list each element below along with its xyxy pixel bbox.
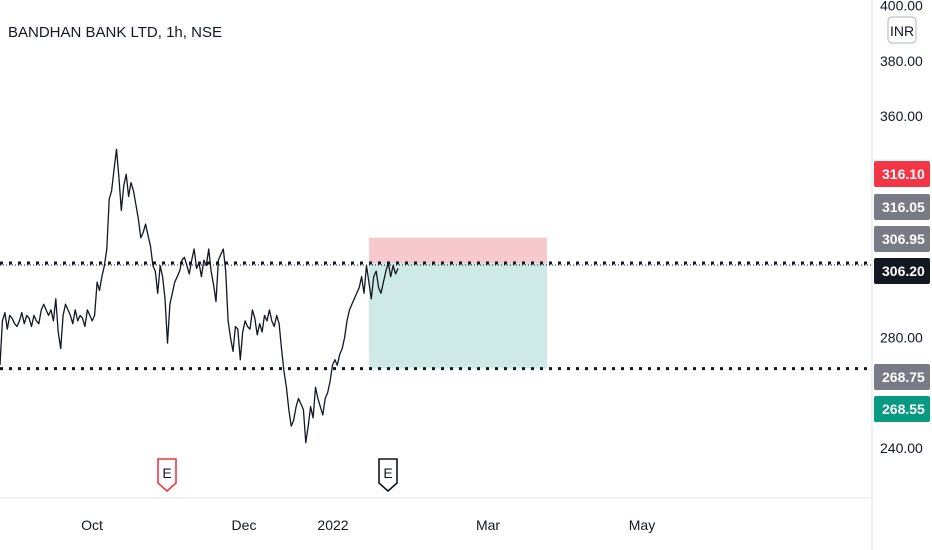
time-tick-label: Dec [232, 517, 257, 533]
price-tag-label: 268.55 [882, 401, 925, 417]
time-tick-label: Oct [81, 517, 103, 533]
position-tool[interactable] [369, 237, 547, 369]
time-tick-label: Mar [476, 517, 500, 533]
price-tick-label: 280.00 [880, 330, 923, 346]
earnings-marker[interactable]: E [157, 458, 177, 493]
price-tag-label: 306.20 [882, 263, 925, 279]
price-tag: 268.75 [874, 364, 930, 390]
time-tick-label: May [629, 517, 655, 533]
price-tag-box [874, 161, 930, 187]
price-tag: 316.05 [874, 194, 930, 220]
price-tag: 306.95 [874, 226, 930, 252]
price-tick-label: 380.00 [880, 53, 923, 69]
earnings-marker-flag [378, 458, 398, 493]
price-tag-label: 306.95 [882, 231, 925, 247]
horizontal-levels[interactable] [0, 261, 872, 371]
price-tag: 268.55 [874, 396, 930, 422]
price-tick-label: 400.00 [880, 0, 923, 14]
time-tick-label: 2022 [317, 517, 348, 533]
currency-badge[interactable]: INR [887, 16, 917, 44]
chart-title: BANDHAN BANK LTD, 1h, NSE [8, 24, 222, 41]
price-axis[interactable]: 400.00 380.00 360.00 280.00 240.00 [880, 0, 923, 456]
price-tags: 316.10 316.05 306.95 306.20 268.75 268.55 [874, 161, 930, 422]
earnings-marker-label: E [383, 465, 392, 481]
stop-loss-zone[interactable] [369, 237, 547, 263]
earnings-marker[interactable]: E [378, 458, 398, 493]
price-tick-label: 360.00 [880, 108, 923, 124]
earnings-marker-label: E [162, 465, 171, 481]
price-tick-label: 240.00 [880, 440, 923, 456]
price-tag: 316.10 [874, 161, 930, 187]
currency-badge-box [887, 16, 917, 44]
take-profit-zone[interactable] [369, 262, 547, 369]
price-tag-box [874, 396, 930, 422]
price-tag-box [874, 194, 930, 220]
price-tag-label: 316.05 [882, 199, 925, 215]
price-tag-box [874, 364, 930, 390]
price-tag-label: 268.75 [882, 369, 925, 385]
price-series [0, 148, 399, 444]
price-tag-box [874, 226, 930, 252]
currency-label: INR [890, 23, 914, 39]
time-axis[interactable]: Oct Dec 2022 Mar May [81, 517, 655, 533]
earnings-marker-flag [157, 458, 177, 493]
price-tag: 306.20 [874, 258, 930, 284]
price-tag-label: 316.10 [882, 166, 925, 182]
price-tag-box [874, 258, 930, 284]
price-line [0, 148, 399, 444]
